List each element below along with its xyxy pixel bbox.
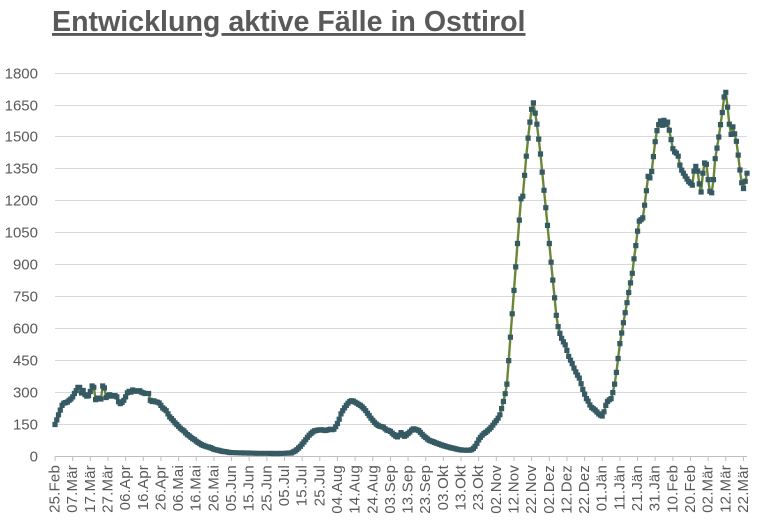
svg-text:04.Aug: 04.Aug	[329, 465, 346, 514]
svg-text:12.Mär: 12.Mär	[717, 465, 734, 513]
svg-text:27.Mär: 27.Mär	[99, 465, 116, 513]
svg-text:03.Okt: 03.Okt	[435, 464, 452, 510]
svg-text:26.Apr: 26.Apr	[152, 465, 169, 510]
svg-text:15.Jun: 15.Jun	[241, 465, 258, 511]
svg-text:22.Mär: 22.Mär	[735, 465, 752, 513]
svg-text:11.Jän: 11.Jän	[611, 465, 628, 510]
svg-text:1050: 1050	[5, 225, 38, 242]
svg-text:03.Sep: 03.Sep	[382, 465, 399, 514]
svg-text:12.Nov: 12.Nov	[505, 465, 522, 514]
svg-text:26.Mai: 26.Mai	[205, 465, 222, 511]
svg-text:20.Feb: 20.Feb	[682, 465, 699, 513]
svg-text:22.Dez: 22.Dez	[576, 465, 593, 514]
svg-text:900: 900	[13, 257, 38, 274]
svg-text:05.Jul: 05.Jul	[276, 465, 293, 506]
svg-text:15.Jul: 15.Jul	[294, 465, 311, 506]
svg-text:01.Jän: 01.Jän	[594, 465, 611, 511]
svg-text:13.Okt: 13.Okt	[453, 464, 470, 510]
svg-text:02.Mär: 02.Mär	[700, 465, 717, 513]
svg-text:23.Okt: 23.Okt	[470, 464, 487, 510]
svg-text:600: 600	[13, 321, 38, 338]
svg-text:16.Apr: 16.Apr	[135, 465, 152, 510]
svg-text:06.Apr: 06.Apr	[117, 465, 134, 510]
svg-text:21.Jän: 21.Jän	[629, 465, 646, 511]
svg-text:23.Sep: 23.Sep	[417, 465, 434, 514]
svg-text:22.Nov: 22.Nov	[523, 465, 540, 514]
svg-text:12.Dez: 12.Dez	[558, 465, 575, 514]
svg-text:25.Feb: 25.Feb	[47, 465, 64, 513]
svg-text:02.Nov: 02.Nov	[488, 465, 505, 514]
svg-text:750: 750	[13, 289, 38, 306]
svg-text:06.Mai: 06.Mai	[170, 465, 187, 511]
svg-text:25.Jun: 25.Jun	[258, 465, 275, 511]
svg-text:05.Jun: 05.Jun	[223, 465, 240, 511]
svg-text:02.Dez: 02.Dez	[541, 465, 558, 514]
svg-text:Entwicklung aktive Fälle in Os: Entwicklung aktive Fälle in Osttirol	[52, 6, 526, 38]
svg-text:17.Mär: 17.Mär	[82, 465, 99, 513]
svg-text:1500: 1500	[5, 129, 38, 146]
svg-text:13.Sep: 13.Sep	[400, 465, 417, 514]
svg-text:25.Jul: 25.Jul	[311, 465, 328, 506]
svg-text:1650: 1650	[5, 98, 38, 115]
svg-text:300: 300	[13, 385, 38, 402]
svg-text:14.Aug: 14.Aug	[347, 465, 364, 514]
svg-text:1350: 1350	[5, 161, 38, 178]
svg-text:1200: 1200	[5, 193, 38, 210]
svg-text:16.Mai: 16.Mai	[188, 465, 205, 511]
svg-text:150: 150	[13, 417, 38, 434]
svg-text:07.Mär: 07.Mär	[64, 465, 81, 513]
svg-text:450: 450	[13, 353, 38, 370]
svg-text:1800: 1800	[5, 66, 38, 83]
svg-text:24.Aug: 24.Aug	[364, 465, 381, 514]
svg-text:10.Feb: 10.Feb	[664, 465, 681, 513]
svg-text:31.Jän: 31.Jän	[647, 465, 664, 511]
svg-text:0: 0	[30, 449, 38, 466]
